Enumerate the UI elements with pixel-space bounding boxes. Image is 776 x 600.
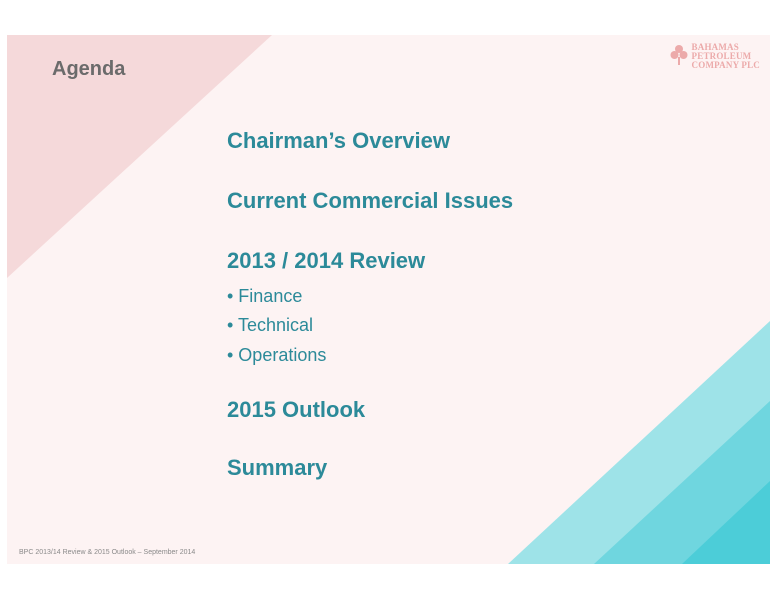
review-bullet-finance: • Finance xyxy=(227,286,303,306)
review-bullet-operations: • Operations xyxy=(227,345,327,365)
agenda-item-review: 2013 / 2014 Review xyxy=(227,248,426,273)
agenda-item-chairmans-overview: Chairman’s Overview xyxy=(227,128,450,153)
slide: Agenda BAHAMAS PETROLEUM COMPANY PLC Cha… xyxy=(7,35,770,564)
logo-line-2: PETROLEUM xyxy=(691,51,752,61)
agenda-item-outlook: 2015 Outlook xyxy=(227,397,366,422)
logo-line-1: BAHAMAS xyxy=(691,42,739,52)
slide-footer: BPC 2013/14 Review & 2015 Outlook – Sept… xyxy=(19,549,196,556)
slide-title: Agenda xyxy=(52,58,126,80)
flame-leaf-icon xyxy=(670,45,688,65)
review-bullet-technical: • Technical xyxy=(227,315,314,335)
agenda-item-commercial-issues: Current Commercial Issues xyxy=(227,188,514,213)
agenda-item-summary: Summary xyxy=(227,455,328,480)
pink-corner-decoration xyxy=(7,35,272,278)
teal-corner-decoration xyxy=(508,321,770,564)
logo-line-3: COMPANY PLC xyxy=(691,60,760,70)
company-logo: BAHAMAS PETROLEUM COMPANY PLC xyxy=(670,43,760,70)
